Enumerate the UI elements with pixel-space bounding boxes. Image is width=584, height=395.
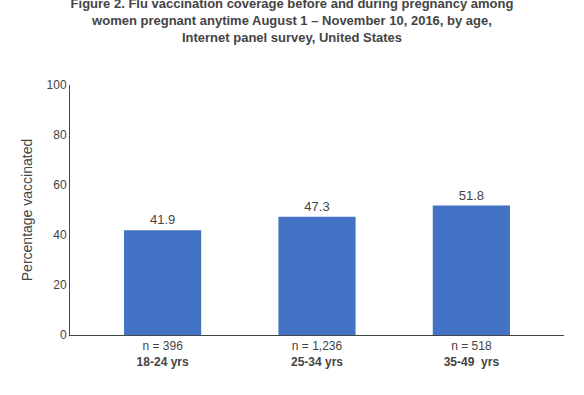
svg-text:Percentage vaccinated: Percentage vaccinated [19, 139, 35, 281]
svg-text:51.8: 51.8 [459, 188, 484, 203]
svg-text:n = 51835-49 yrs: n = 51835-49 yrs [444, 339, 500, 369]
svg-text:60: 60 [53, 178, 67, 192]
svg-text:Figure 2. Flu vaccination cove: Figure 2. Flu vaccination coverage befor… [71, 0, 514, 45]
svg-text:n = 39618-24 yrs: n = 39618-24 yrs [137, 339, 189, 369]
svg-text:20: 20 [53, 278, 67, 292]
svg-text:40: 40 [53, 228, 67, 242]
svg-text:0: 0 [60, 328, 67, 342]
svg-text:80: 80 [53, 128, 67, 142]
svg-text:100: 100 [47, 78, 67, 92]
svg-text:41.9: 41.9 [150, 212, 175, 227]
svg-text:n = 1,23625-34 yrs: n = 1,23625-34 yrs [291, 339, 343, 369]
svg-text:47.3: 47.3 [304, 199, 329, 214]
